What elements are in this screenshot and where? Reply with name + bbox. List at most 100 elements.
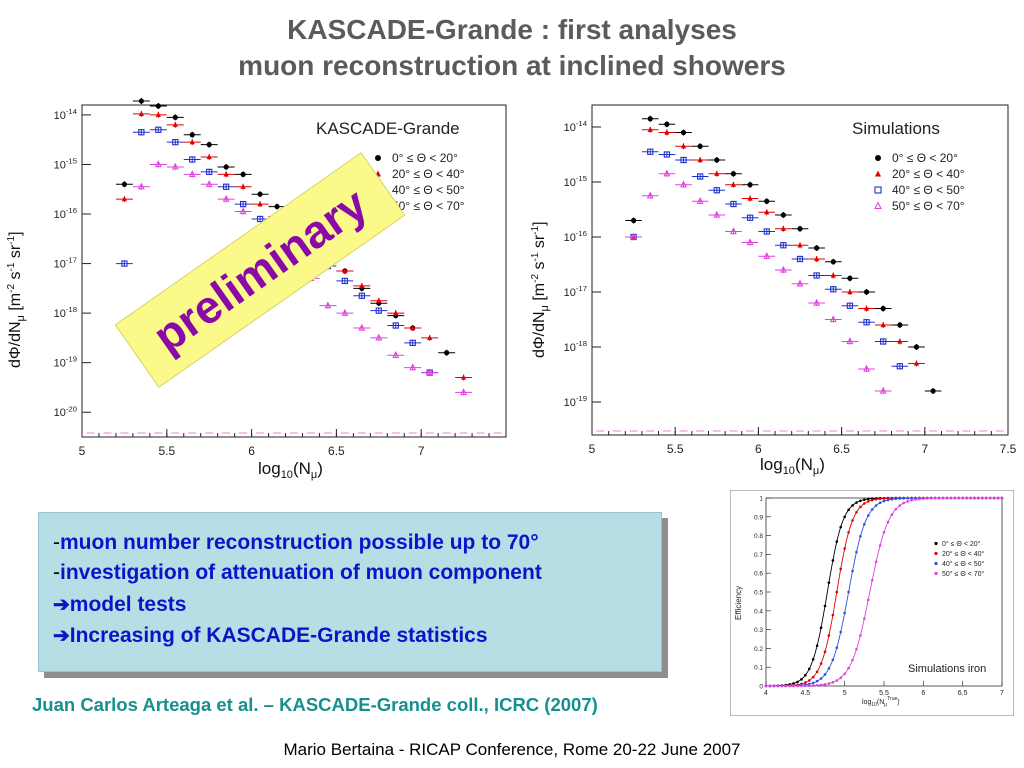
data-point <box>223 171 229 177</box>
data-point <box>880 338 887 345</box>
efficiency-point <box>910 498 913 502</box>
data-point <box>730 227 737 235</box>
data-point <box>680 143 687 149</box>
data-point <box>680 180 687 188</box>
x-tick-label: 7.5 <box>1000 442 1017 456</box>
legend-label: 40° ≤ Θ < 50° <box>942 560 985 568</box>
legend-marker <box>934 571 938 576</box>
data-point <box>172 139 179 146</box>
data-point <box>121 181 127 187</box>
data-point <box>763 228 770 235</box>
x-tick-label: 5 <box>589 442 596 456</box>
data-point <box>392 351 400 358</box>
efficiency-point <box>831 613 835 617</box>
data-point <box>663 169 671 177</box>
efficiency-point <box>839 525 843 529</box>
data-series <box>625 115 942 394</box>
efficiency-point <box>804 673 807 677</box>
efficiency-point <box>878 544 882 547</box>
data-point <box>239 207 247 215</box>
data-point <box>797 226 803 232</box>
data-point <box>460 388 468 396</box>
data-point <box>358 292 365 299</box>
legend-marker <box>934 551 938 556</box>
legend-label: 20° ≤ Θ < 40° <box>892 167 965 181</box>
y-tick-label: 0.6 <box>754 571 763 578</box>
y-tick-label: 10-14 <box>54 107 78 122</box>
efficiency-point <box>839 676 843 680</box>
efficiency-point <box>823 683 827 686</box>
legend-marker <box>874 201 882 209</box>
summary-box: -muon number reconstruction possible up … <box>38 512 662 672</box>
efficiency-point <box>819 626 823 630</box>
data-point <box>172 114 178 120</box>
efficiency-point <box>851 504 854 507</box>
legend-marker <box>375 155 381 161</box>
data-point <box>376 297 382 303</box>
efficiency-point <box>866 598 870 602</box>
data-point <box>358 323 366 331</box>
efficiency-point <box>843 547 846 550</box>
efficiency-point <box>819 683 823 687</box>
efficiency-point <box>992 496 996 500</box>
efficiency-point <box>815 683 819 687</box>
data-point <box>341 277 349 285</box>
x-axis-label: log10(Nμ) <box>258 459 323 481</box>
efficiency-point <box>859 534 862 538</box>
data-series <box>625 169 892 394</box>
data-point <box>847 288 853 295</box>
efficiency-point <box>961 496 964 500</box>
data-point <box>444 350 450 356</box>
efficiency-point <box>827 634 831 637</box>
data-point <box>714 170 720 176</box>
data-point <box>393 310 399 316</box>
efficiency-point <box>835 540 839 543</box>
data-point <box>664 129 670 135</box>
y-tick-label: 10-18 <box>564 339 587 354</box>
x-tick-label: 6 <box>921 690 925 697</box>
data-point <box>359 282 365 288</box>
legend-label: 20° ≤ Θ < 40° <box>392 167 465 181</box>
data-point <box>375 307 382 314</box>
data-point <box>155 103 161 109</box>
y-tick-label: 10-20 <box>54 404 77 419</box>
chart-title: Simulations <box>852 119 940 138</box>
data-point <box>341 308 349 316</box>
data-point <box>375 333 383 341</box>
data-point <box>730 181 737 187</box>
efficiency-point <box>800 678 803 681</box>
data-point <box>814 255 820 262</box>
legend-marker <box>934 541 938 546</box>
efficiency-point <box>804 684 807 688</box>
arrow-right-icon: ➔ <box>53 594 70 616</box>
efficiency-point <box>886 520 890 524</box>
data-point <box>155 126 162 133</box>
efficiency-point <box>847 666 850 670</box>
data-point <box>879 386 887 394</box>
data-point <box>897 338 903 344</box>
data-point <box>780 225 786 231</box>
x-tick-label: 6.5 <box>833 442 850 456</box>
data-point <box>813 272 820 279</box>
efficiency-point <box>874 504 878 507</box>
data-point <box>257 201 263 207</box>
data-point <box>814 245 820 251</box>
data-point <box>342 267 348 274</box>
preliminary-stamp: preliminary <box>114 152 406 388</box>
y-tick-label: 0.5 <box>754 590 763 597</box>
efficiency-point <box>811 681 815 685</box>
data-point <box>631 217 637 224</box>
y-axis-label: dΦ/dNμ [m-2 s-1 sr-1] <box>6 231 27 368</box>
data-point <box>409 339 416 347</box>
data-point <box>863 305 870 311</box>
legend-marker <box>874 186 882 194</box>
bullet-1: -muon number reconstruction possible up … <box>53 531 539 554</box>
efficiency-point <box>902 497 905 500</box>
data-point <box>647 148 654 155</box>
efficiency-point <box>874 497 878 501</box>
efficiency-series <box>764 496 1004 688</box>
efficiency-point <box>988 496 992 500</box>
efficiency-point <box>851 519 854 522</box>
x-tick-label: 5 <box>79 444 86 458</box>
efficiency-point <box>800 684 803 688</box>
